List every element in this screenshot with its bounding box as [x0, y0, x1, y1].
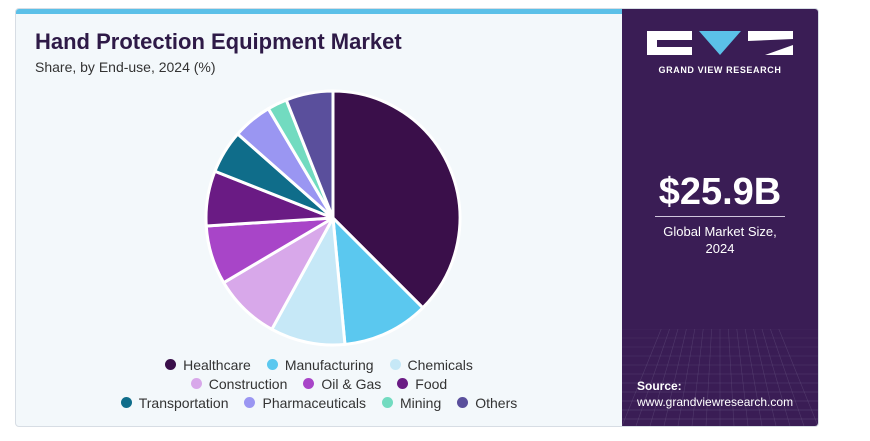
legend-swatch: [381, 397, 393, 408]
legend-item-transportation: Transportation: [120, 394, 229, 411]
legend-label: Pharmaceuticals: [262, 394, 366, 411]
legend-label: Transportation: [138, 394, 229, 411]
legend-label: Mining: [399, 394, 442, 411]
grid-line: [635, 329, 670, 426]
grid-line: [778, 329, 818, 426]
summary-panel: GRAND VIEW RESEARCH $25.9B Global Market…: [622, 9, 818, 426]
grid-line: [753, 329, 777, 426]
grid-line: [649, 329, 679, 426]
grid-line: [770, 329, 805, 426]
legend-row: Construction Oil & Gas Food: [16, 374, 622, 393]
brand-logo: GRAND VIEW RESEARCH: [647, 31, 793, 81]
chart-panel: Hand Protection Equipment Market Share, …: [16, 9, 622, 426]
grid-line: [728, 329, 735, 426]
source-link[interactable]: www.grandviewresearch.com: [637, 395, 794, 409]
legend-swatch: [266, 359, 278, 370]
source-label: Source:: [637, 379, 682, 393]
legend-swatch: [244, 397, 256, 408]
legend-item-chemicals: Chemicals: [389, 356, 473, 373]
market-size-year: 2024: [705, 241, 735, 256]
grid-line: [622, 329, 662, 426]
legend-swatch: [457, 397, 469, 408]
legend-swatch: [165, 359, 177, 370]
market-size-value: $25.9B: [658, 171, 782, 213]
legend-label: Chemicals: [407, 356, 473, 373]
legend-label: Others: [475, 394, 518, 411]
chart-subtitle: Share, by End-use, 2024 (%): [35, 59, 216, 75]
legend-item-mining: Mining: [381, 394, 442, 411]
legend-label: Manufacturing: [284, 356, 374, 373]
grid-line: [744, 329, 763, 426]
market-size-label-line: Global Market Size,: [663, 224, 777, 239]
legend-row: Transportation Pharmaceuticals Mining Other…: [16, 393, 622, 412]
legend-item-manufacturing: Manufacturing: [266, 356, 374, 373]
grid-line: [663, 329, 687, 426]
accent-bar: [16, 9, 622, 14]
pie-slice-healthcare: [331, 89, 462, 310]
legend-item-oil-gas: Oil & Gas: [303, 376, 381, 392]
grid-line: [677, 329, 696, 426]
legend-item-construction: Construction: [190, 375, 288, 392]
market-size-label: Global Market Size, 2024: [622, 223, 818, 257]
legend-item-pharmaceuticals: Pharmaceuticals: [244, 395, 366, 411]
chart-legend: Healthcare Manufacturing Chemicals Construc…: [16, 355, 622, 412]
grid-line: [691, 329, 704, 426]
gvr-logo-icon: [647, 31, 793, 55]
grid-line: [705, 329, 712, 426]
infographic-card: Hand Protection Equipment Market Share, …: [15, 8, 819, 427]
legend-swatch: [303, 378, 315, 389]
pie-slice-manufacturing: [331, 216, 425, 346]
chart-title: Hand Protection Equipment Market: [35, 29, 402, 54]
legend-label: Oil & Gas: [321, 375, 382, 392]
brand-name: GRAND VIEW RESEARCH: [658, 65, 782, 75]
legend-label: Food: [415, 375, 448, 392]
legend-swatch: [190, 378, 202, 389]
divider: [655, 216, 785, 217]
legend-swatch: [389, 359, 401, 370]
decorative-grid: [622, 329, 818, 426]
legend-row: Healthcare Manufacturing Chemicals: [16, 355, 622, 374]
legend-swatch: [397, 378, 409, 389]
legend-label: Construction: [208, 375, 288, 392]
legend-item-others: Others: [457, 395, 517, 411]
pie-slice-others: [284, 89, 335, 220]
pie-chart: [204, 89, 462, 347]
legend-swatch: [120, 397, 132, 408]
legend-item-healthcare: Healthcare: [165, 357, 251, 373]
legend-label: Healthcare: [183, 356, 251, 373]
grid-line: [736, 329, 749, 426]
grid-line: [761, 329, 791, 426]
legend-item-food: Food: [397, 376, 447, 392]
